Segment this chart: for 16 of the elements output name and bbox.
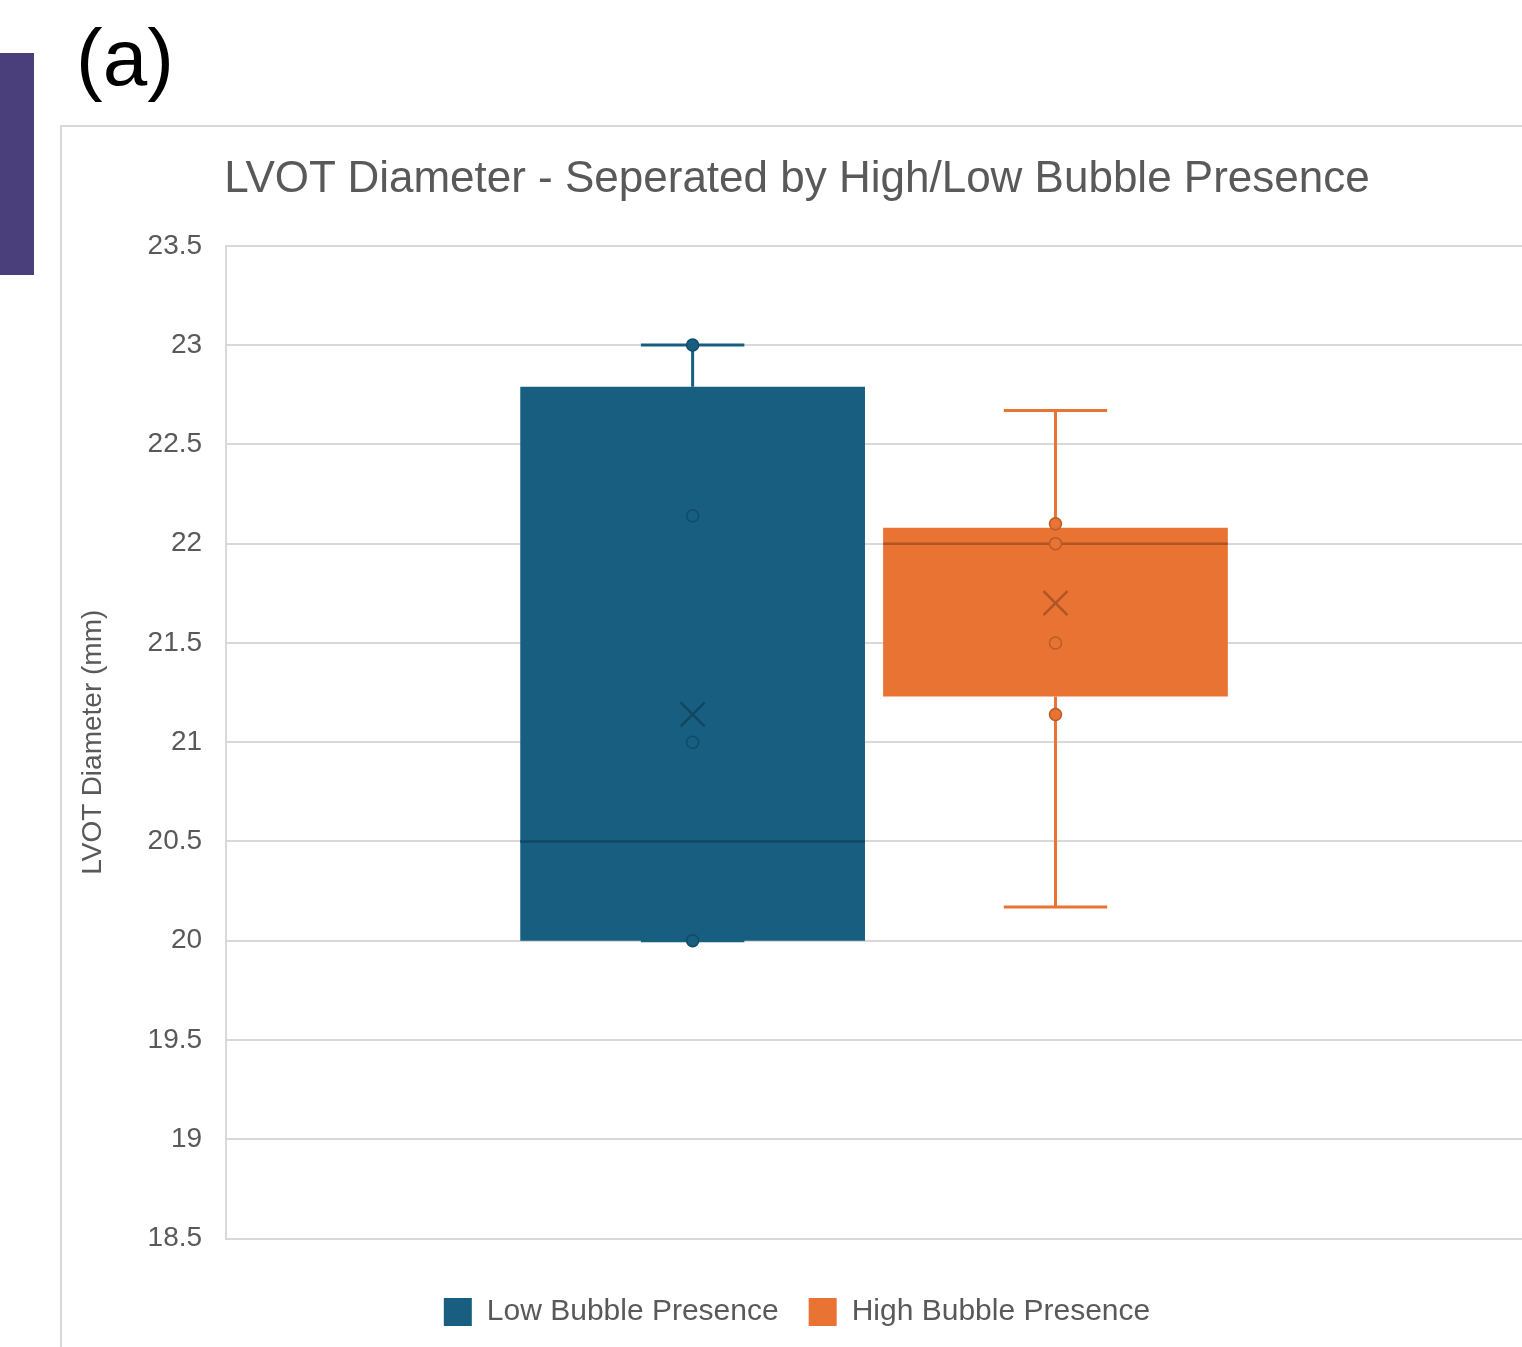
y-tick-label: 21 bbox=[170, 724, 203, 756]
y-tick-label: 20.5 bbox=[147, 824, 203, 856]
text: (a) bbox=[76, 13, 174, 102]
y-tick-label: 23.5 bbox=[147, 228, 203, 260]
y-tick-label: 19 bbox=[170, 1122, 203, 1154]
y-tick-label: 21.5 bbox=[147, 625, 203, 657]
y-tick-label: 19.5 bbox=[147, 1022, 203, 1054]
y-tick-label: 22.5 bbox=[147, 427, 203, 459]
legend-label: High Bubble Presence bbox=[851, 1293, 1151, 1327]
y-tick-label: 18.5 bbox=[147, 1221, 203, 1253]
y-tick-label: 23 bbox=[170, 327, 203, 359]
y-tick-label: 20 bbox=[170, 923, 203, 955]
y-tick-label: 22 bbox=[170, 526, 203, 558]
legend-label: Low Bubble Presence bbox=[486, 1293, 779, 1327]
chart-title: LVOT Diameter - Seperated by High/Low Bubble Presence bbox=[224, 151, 1370, 201]
y-axis-title: LVOT Diameter (mm) bbox=[75, 609, 107, 875]
